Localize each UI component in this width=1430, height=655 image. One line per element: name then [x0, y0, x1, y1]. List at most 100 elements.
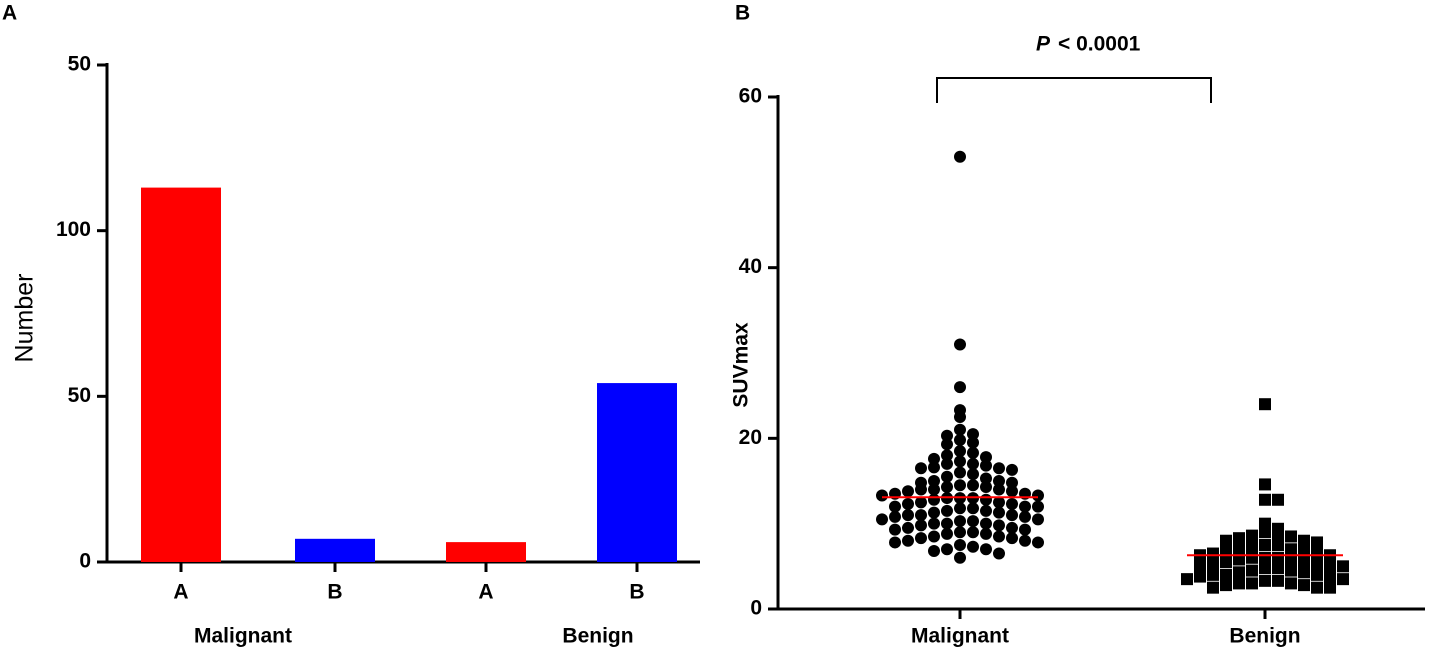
point [1259, 478, 1271, 491]
point [1324, 560, 1336, 573]
point [1019, 500, 1031, 513]
point [1032, 500, 1044, 513]
point [941, 543, 953, 556]
point [1298, 566, 1310, 579]
point [967, 526, 979, 539]
bar [141, 187, 221, 563]
point [902, 498, 914, 511]
point [1006, 521, 1018, 534]
point [1285, 577, 1297, 590]
point [1311, 547, 1323, 560]
point [1181, 573, 1193, 586]
point [954, 434, 966, 447]
point [1259, 539, 1271, 551]
point [993, 483, 1005, 496]
point [954, 150, 966, 163]
point [1019, 534, 1031, 547]
point [1246, 540, 1258, 553]
point [954, 539, 966, 551]
point [954, 411, 966, 423]
point [1259, 493, 1271, 506]
point [1272, 539, 1284, 551]
point [980, 504, 992, 517]
point [928, 493, 940, 506]
point [1272, 562, 1284, 575]
point [954, 466, 966, 479]
point [1032, 489, 1044, 502]
panel-label: A [2, 2, 17, 25]
y-tick-label: 0 [750, 597, 762, 620]
point [915, 532, 927, 545]
point [1285, 564, 1297, 577]
x-tick-label: A [478, 581, 493, 604]
point [1298, 544, 1310, 557]
point [954, 455, 966, 468]
bar [295, 538, 375, 562]
point [1220, 534, 1232, 547]
point [1019, 510, 1031, 523]
panel-label: B [735, 2, 750, 25]
point [954, 502, 966, 515]
point [967, 446, 979, 459]
y-tick-label: 20 [739, 426, 762, 449]
annotation: < 0.0001 [1058, 33, 1141, 56]
point [993, 530, 1005, 543]
x-tick-label: A [173, 581, 188, 604]
point [954, 381, 966, 394]
point [1233, 566, 1245, 579]
point [1259, 526, 1271, 539]
y-tick-label: 60 [739, 85, 762, 108]
point [1207, 568, 1219, 581]
point [1006, 532, 1018, 545]
point [954, 338, 966, 351]
point [1337, 573, 1349, 586]
point [941, 517, 953, 530]
point [941, 470, 953, 483]
point [1311, 581, 1323, 594]
point [1272, 493, 1284, 506]
point [967, 436, 979, 449]
group-label: Benign [562, 625, 633, 648]
y-tick-label: 50 [68, 384, 91, 407]
point [928, 461, 940, 474]
point [954, 551, 966, 564]
point [928, 544, 940, 557]
point [1006, 463, 1018, 476]
point [980, 451, 992, 464]
point [1006, 509, 1018, 522]
point [993, 519, 1005, 532]
point [915, 519, 927, 532]
point [1220, 556, 1232, 569]
point [1032, 513, 1044, 526]
point [1272, 574, 1284, 587]
bar [597, 383, 677, 562]
x-tick-label: Malignant [911, 625, 1009, 648]
annotation: P [1036, 33, 1051, 56]
point [967, 457, 979, 470]
y-tick-label: 50 [68, 53, 91, 76]
point [1246, 564, 1258, 577]
point [980, 543, 992, 556]
y-axis-label: Number [11, 274, 39, 363]
point [1311, 557, 1323, 570]
point [941, 480, 953, 493]
point [889, 523, 901, 536]
point [889, 536, 901, 549]
point [941, 449, 953, 462]
significance-bracket [936, 77, 1212, 103]
point [993, 547, 1005, 560]
point [993, 496, 1005, 509]
point [1006, 476, 1018, 489]
point [954, 515, 966, 528]
point [1285, 543, 1297, 556]
point [1259, 398, 1271, 411]
x-tick-label: B [629, 581, 644, 604]
point [1220, 568, 1232, 581]
point [967, 502, 979, 515]
point [941, 438, 953, 451]
point [1298, 579, 1310, 592]
point [1006, 498, 1018, 511]
point [1233, 543, 1245, 556]
point [980, 527, 992, 540]
